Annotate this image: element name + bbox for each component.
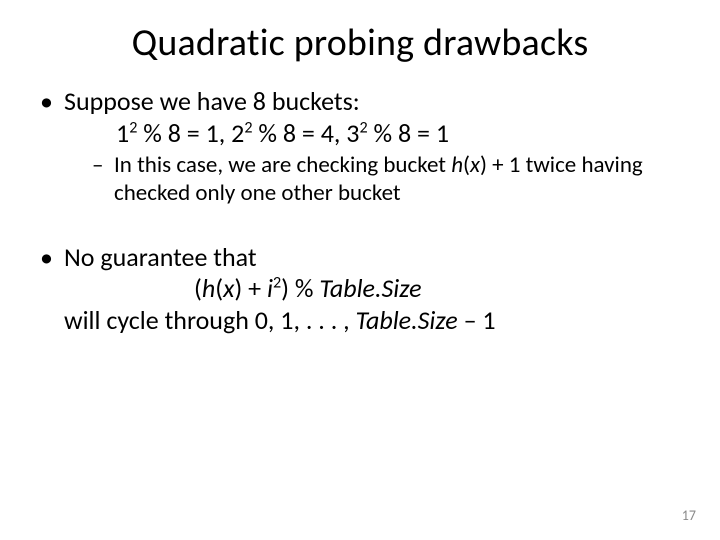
m1b: % 8 = 1, 2 xyxy=(137,117,244,149)
f-close: ) % xyxy=(281,272,319,304)
bullet-list-2: No guarantee that (h(x) + i2) % Table.Si… xyxy=(38,242,682,337)
c-ts: Table.Size xyxy=(356,304,458,336)
slide: Quadratic probing drawbacks Suppose we h… xyxy=(0,0,720,540)
f-ts: Table.Size xyxy=(319,272,421,304)
bullet1-intro: Suppose we have 8 buckets: xyxy=(64,85,360,117)
b2-intro: No guarantee that xyxy=(64,241,257,273)
m1d: % 8 = 1 xyxy=(368,117,449,149)
f-sup: 2 xyxy=(273,274,281,293)
sub-po: ( xyxy=(463,151,470,179)
slide-title: Quadratic probing drawbacks xyxy=(0,0,720,76)
page-number: 17 xyxy=(682,507,696,524)
sub-h: h xyxy=(451,151,463,179)
f-po: ( xyxy=(215,272,223,304)
bullet-no-guarantee: No guarantee that (h(x) + i2) % Table.Si… xyxy=(38,242,682,337)
f-open: ( xyxy=(194,272,202,304)
m1a: 1 xyxy=(116,117,129,149)
formula-line: (h(x) + i2) % Table.Size xyxy=(64,273,682,305)
bullet1-math: 12 % 8 = 1, 22 % 8 = 4, 32 % 8 = 1 xyxy=(64,118,682,150)
bullet-suppose: Suppose we have 8 buckets: 1 2 % 8 = 1, 2… xyxy=(38,86,682,208)
cycle-line: will cycle through 0, 1, . . . , Table.S… xyxy=(64,305,682,337)
c-a: will cycle through 0, 1, . . . , xyxy=(64,304,356,336)
sub-x: x xyxy=(470,151,480,179)
c-end: – 1 xyxy=(458,304,496,336)
sub-a: In this case, we are checking bucket xyxy=(114,151,451,179)
sub-list: In this case, we are checking bucket h(x… xyxy=(64,151,682,207)
m1c: % 8 = 4, 3 xyxy=(252,117,359,149)
bullet-list-1: Suppose we have 8 buckets: 1 2 % 8 = 1, 2… xyxy=(38,86,682,208)
f-h: h xyxy=(202,272,215,304)
slide-body: Suppose we have 8 buckets: 1 2 % 8 = 1, 2… xyxy=(0,76,720,337)
sub-bullet: In this case, we are checking bucket h(x… xyxy=(92,151,682,207)
spacer xyxy=(38,212,682,242)
f-x: x xyxy=(223,272,234,304)
f-pc: ) + xyxy=(234,272,267,304)
m1s3: 2 xyxy=(359,118,367,137)
